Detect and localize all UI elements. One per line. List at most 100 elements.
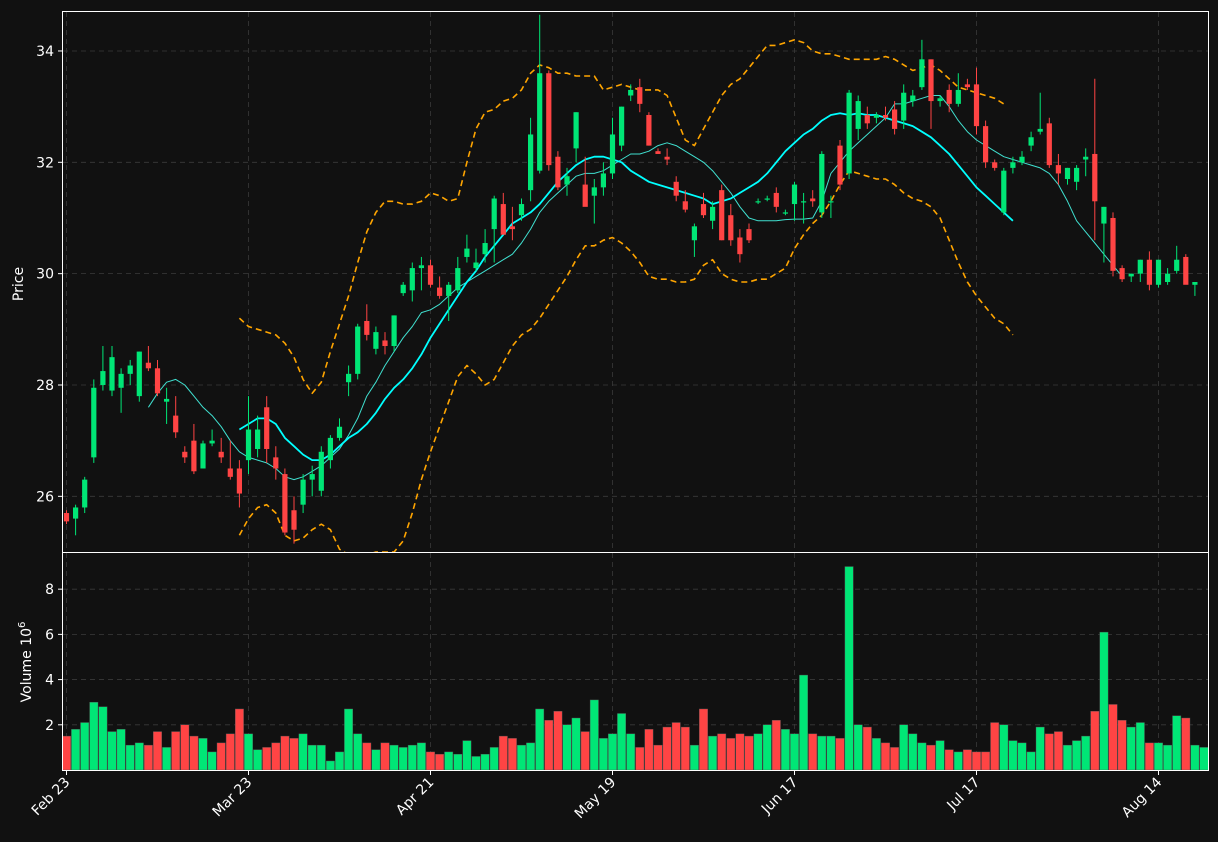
volume-bar (571, 717, 581, 771)
volume-bar (753, 733, 763, 771)
volume-bar (1108, 704, 1118, 771)
candle-body (955, 89, 961, 104)
candle-body (1110, 217, 1116, 271)
volume-bar (389, 744, 399, 771)
candle-body (500, 204, 506, 235)
candle-body (318, 451, 324, 491)
candle-body (373, 332, 379, 349)
candle-body (236, 468, 242, 494)
volume-bar (362, 742, 372, 771)
volume-bar (726, 738, 736, 771)
band-upper-line (238, 38, 1005, 395)
candle-body (673, 181, 679, 196)
price-axis-label: Price (11, 267, 27, 301)
volume-bar (844, 566, 854, 771)
candle-body (582, 184, 588, 207)
volume-bar (62, 735, 71, 771)
volume-bar (708, 735, 718, 771)
volume-bar (1144, 742, 1154, 771)
x-tick-label: May 19 (572, 775, 620, 823)
volume-bar (808, 733, 818, 771)
volume-bar (289, 738, 299, 771)
volume-bar (1017, 742, 1027, 771)
candle-body (1028, 137, 1034, 146)
candle-body (719, 190, 725, 241)
candle-body (964, 84, 970, 88)
candle-body (546, 73, 552, 166)
volume-bar (1035, 726, 1045, 771)
candle-body (782, 212, 788, 214)
candle-body (864, 114, 870, 124)
volume-bar (881, 742, 890, 771)
price-tick-label: 30 (36, 267, 54, 283)
volume-bar (680, 726, 690, 771)
volume-bar (1163, 744, 1173, 771)
volume-bar (1072, 740, 1082, 771)
volume-bar (89, 701, 99, 771)
candle-body (1146, 259, 1152, 285)
volume-bar (271, 742, 281, 771)
volume-bar (344, 708, 353, 771)
volume-bar (671, 722, 681, 771)
volume-bar (662, 726, 672, 771)
volume-bar (234, 708, 244, 771)
candle-body (573, 112, 579, 149)
volume-bars (62, 566, 1209, 771)
candle-body (992, 162, 998, 168)
candle-body (919, 59, 925, 88)
volume-bar (280, 735, 290, 771)
volume-bar (1199, 747, 1209, 771)
volume-bar (762, 724, 772, 771)
candle-body (473, 262, 479, 269)
candles (63, 14, 1198, 544)
volume-bar (1135, 722, 1145, 771)
candle-body (1192, 282, 1198, 285)
candle-body (245, 429, 252, 461)
volume-tick-label: 2 (45, 718, 54, 734)
volume-tick-label: 6 (45, 627, 54, 643)
candle-body (455, 268, 461, 291)
volume-bar (926, 744, 936, 771)
ma-short-line (147, 95, 1123, 481)
volume-bar (180, 724, 190, 771)
candle-body (637, 87, 643, 104)
volume-bar (1090, 711, 1100, 771)
candle-body (828, 201, 834, 203)
volume-bar (535, 708, 545, 771)
volume-bar (71, 729, 81, 771)
volume-bar (253, 749, 262, 771)
candle-body (191, 440, 197, 472)
candle-body (691, 226, 697, 241)
volume-bar (353, 733, 363, 771)
volume-bar (417, 742, 426, 771)
candle-body (664, 156, 670, 160)
volume-bar (125, 744, 135, 771)
candle-body (346, 373, 352, 383)
candle-body (983, 126, 989, 163)
candle-body (946, 89, 952, 104)
volume-bar (189, 735, 199, 771)
candle-body (273, 457, 279, 469)
volume-bar (699, 708, 708, 771)
candle-body (309, 474, 315, 480)
candle-body (737, 237, 743, 255)
candle-body (464, 248, 470, 257)
candle-body (482, 243, 488, 255)
candle-body (528, 134, 534, 191)
candle-body (136, 351, 142, 397)
volume-bar (562, 724, 572, 771)
candle-body (892, 109, 898, 129)
volume-panel-frame (62, 552, 1209, 771)
candle-body (154, 368, 161, 394)
volume-bar (1190, 744, 1200, 771)
candle-body (655, 151, 661, 154)
volume-bar (908, 733, 918, 771)
x-tick-label: Aug 14 (1119, 774, 1165, 820)
volume-bar (198, 738, 208, 771)
candle-body (646, 114, 652, 146)
candle-body (427, 265, 434, 285)
volume-bar (599, 738, 608, 771)
volume-bar (817, 735, 827, 771)
candle-body (400, 284, 406, 294)
candle-body (73, 507, 79, 519)
